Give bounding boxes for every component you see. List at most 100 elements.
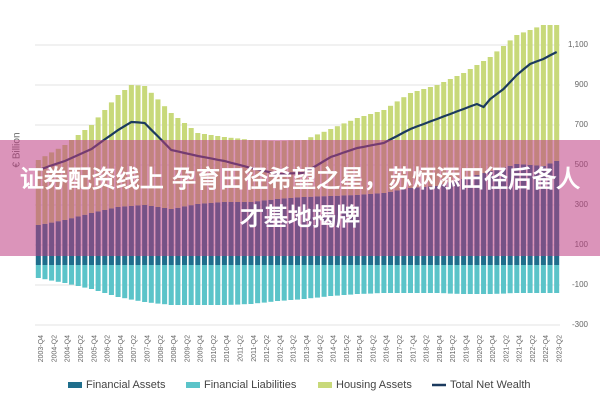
- y-tick-label: 700: [575, 120, 589, 129]
- overlay-headline: 证券配资线上 孕育田径希望之星，苏炳添田径后备人才基地揭牌: [19, 165, 581, 231]
- x-tick-label: 2012-Q4: [277, 335, 284, 362]
- bar: [388, 265, 394, 293]
- bar: [361, 265, 367, 294]
- legend-label: Housing Assets: [336, 379, 412, 391]
- x-tick-label: 2007-Q4: [144, 335, 151, 362]
- bar: [201, 265, 207, 305]
- bar: [261, 265, 267, 303]
- x-tick-label: 2004-Q2: [51, 335, 58, 362]
- y-tick-label: 900: [575, 80, 589, 89]
- x-tick-label: 2005-Q2: [78, 335, 85, 362]
- bar: [301, 265, 307, 299]
- x-tick-label: 2011-Q4: [251, 335, 258, 362]
- x-tick-label: 2010-Q4: [224, 335, 231, 362]
- x-tick-label: 2017-Q2: [397, 335, 404, 362]
- bar: [507, 265, 513, 294]
- bar: [95, 265, 101, 291]
- bar: [540, 25, 546, 166]
- bar: [461, 73, 467, 179]
- bar: [494, 265, 500, 294]
- x-tick-label: 2012-Q2: [264, 335, 271, 362]
- bar: [148, 265, 154, 303]
- overlay-banner: [0, 140, 600, 256]
- bar: [547, 265, 553, 293]
- bar: [447, 265, 453, 294]
- legend-label: Financial Assets: [86, 379, 166, 391]
- bar: [122, 265, 128, 299]
- bar: [454, 76, 460, 181]
- bar: [554, 265, 560, 293]
- bar: [514, 265, 520, 293]
- bar: [235, 265, 241, 305]
- bar: [368, 265, 374, 294]
- bar: [69, 265, 75, 285]
- bar: [447, 79, 453, 183]
- bar: [461, 265, 467, 294]
- x-tick-label: 2015-Q4: [357, 335, 364, 362]
- bar: [341, 265, 347, 295]
- bar: [294, 265, 301, 300]
- bar: [215, 265, 221, 305]
- bar: [500, 265, 507, 294]
- bar: [334, 265, 340, 296]
- bar: [62, 265, 68, 283]
- bar: [427, 265, 433, 293]
- bar: [175, 265, 181, 305]
- x-tick-label: 2021-Q2: [503, 335, 510, 362]
- x-tick-label: 2011-Q2: [238, 335, 245, 362]
- bar: [547, 25, 553, 164]
- bar: [441, 265, 447, 294]
- bar: [401, 265, 407, 293]
- bar: [35, 265, 41, 278]
- x-tick-label: 2016-Q4: [384, 335, 391, 362]
- bar: [228, 265, 234, 305]
- bar: [414, 265, 420, 293]
- bar: [381, 265, 387, 293]
- bar: [467, 69, 473, 177]
- bar: [155, 265, 161, 304]
- x-tick-label: 2013-Q4: [304, 335, 311, 362]
- bar: [321, 265, 327, 297]
- bar: [75, 265, 81, 286]
- bar: [487, 265, 493, 294]
- x-tick-label: 2006-Q4: [118, 335, 125, 362]
- legend-swatch: [68, 382, 82, 388]
- bar: [255, 265, 261, 304]
- bar: [348, 265, 354, 295]
- bar: [49, 265, 55, 281]
- x-tick-label: 2022-Q4: [543, 335, 550, 362]
- y-tick-label: 1,100: [568, 40, 589, 49]
- bar: [554, 25, 560, 161]
- x-tick-label: 2022-Q2: [530, 335, 537, 362]
- x-tick-label: 2007-Q2: [131, 335, 138, 362]
- bar: [514, 35, 520, 164]
- legend-swatch: [318, 382, 332, 388]
- bar: [128, 265, 134, 300]
- bar: [188, 265, 194, 305]
- bar: [288, 265, 294, 300]
- bar: [142, 265, 148, 302]
- x-tick-label: 2008-Q4: [171, 335, 178, 362]
- bar: [481, 61, 487, 173]
- bar: [434, 265, 440, 293]
- legend-label: Total Net Wealth: [450, 379, 531, 391]
- bar: [434, 85, 440, 186]
- bar: [102, 265, 108, 293]
- x-tick-label: 2009-Q4: [198, 335, 205, 362]
- bar: [82, 265, 88, 288]
- bar: [454, 265, 460, 294]
- x-tick-label: 2006-Q2: [105, 335, 112, 362]
- x-tick-label: 2017-Q4: [410, 335, 417, 362]
- bar: [308, 265, 314, 299]
- bar: [507, 40, 513, 166]
- bar: [407, 265, 413, 293]
- bar: [500, 46, 507, 168]
- x-tick-label: 2020-Q4: [490, 335, 497, 362]
- bar: [195, 265, 201, 305]
- x-tick-label: 2018-Q4: [437, 335, 444, 362]
- bar: [374, 265, 380, 294]
- bar: [421, 89, 427, 187]
- x-tick-label: 2015-Q2: [344, 335, 351, 362]
- x-tick-label: 2023-Q2: [557, 335, 564, 362]
- bar: [208, 265, 214, 305]
